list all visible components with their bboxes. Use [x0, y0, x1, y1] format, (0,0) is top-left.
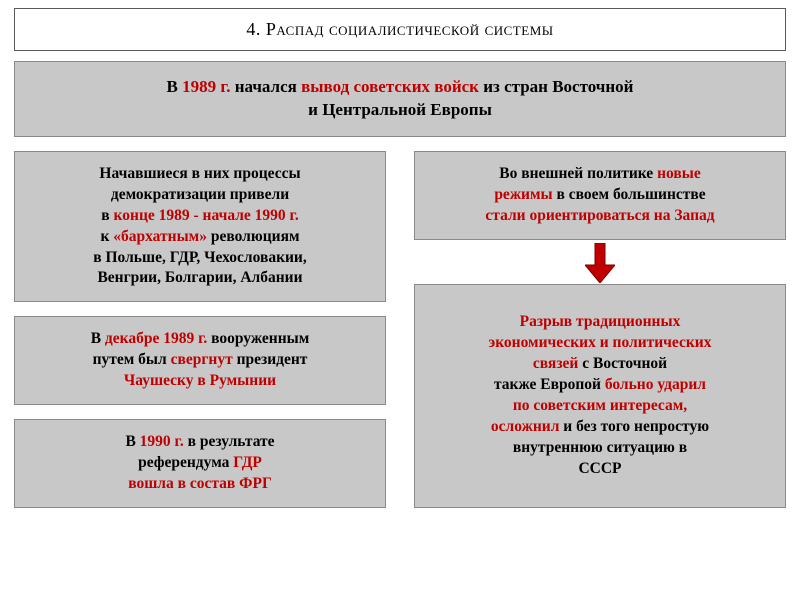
t: из стран Восточной	[479, 77, 633, 96]
t: и без того непростую	[559, 418, 709, 435]
l: В декабре 1989 г. вооруженным	[29, 329, 371, 350]
t-red: свергнут	[171, 351, 233, 368]
intro-box: В 1989 г. начался вывод советских войск …	[14, 61, 786, 137]
t-red: осложнил	[491, 418, 560, 435]
left-box-3: В 1990 г. в результате референдума ГДР в…	[14, 419, 386, 508]
t-red: вошла в состав ФРГ	[128, 475, 272, 492]
t: В	[91, 330, 105, 347]
l: внутреннюю ситуацию в	[489, 438, 712, 459]
t: в	[101, 207, 113, 224]
l: референдума ГДР	[29, 453, 371, 474]
l: экономических и политических	[489, 333, 712, 354]
t: Во внешней политике	[499, 165, 657, 182]
t-red: по советским интересам,	[513, 397, 687, 414]
t: В	[167, 77, 183, 96]
t: начался	[230, 77, 301, 96]
l: связей с Восточной	[489, 354, 712, 375]
t: революциям	[207, 228, 300, 245]
l: СССР	[489, 459, 712, 480]
t: в результате	[184, 433, 275, 450]
t-red: 1989 г.	[182, 77, 230, 96]
section-title: 4. Распад социалистической системы	[14, 8, 786, 51]
l: в Польше, ГДР, Чехословакии,	[29, 248, 371, 269]
t: к	[100, 228, 113, 245]
title-word: Распад	[266, 19, 329, 39]
t: путем был	[93, 351, 171, 368]
t: также Европой	[494, 376, 605, 393]
l: демократизации привели	[29, 185, 371, 206]
title-rest: социалистической системы	[329, 19, 554, 39]
t-red: больно ударил	[605, 376, 706, 393]
arrow-down-icon	[585, 243, 615, 283]
t-red: экономических и политических	[489, 334, 712, 351]
t-red: режимы	[494, 186, 552, 203]
column-left: Начавшиеся в них процессы демократизации…	[14, 151, 386, 508]
l: Венгрии, Болгарии, Албании	[29, 268, 371, 289]
intro-line-2: и Центральной Европы	[35, 99, 765, 122]
t-red: Разрыв традиционных	[520, 313, 681, 330]
t-red: 1990 г.	[140, 433, 184, 450]
l: стали ориентироваться на Запад	[429, 206, 771, 227]
arrow-down	[414, 243, 786, 283]
left-box-1: Начавшиеся в них процессы демократизации…	[14, 151, 386, 303]
t-red: связей	[533, 355, 578, 372]
l: Чаушеску в Румынии	[29, 371, 371, 392]
t-red: новые	[657, 165, 701, 182]
l: Начавшиеся в них процессы	[29, 164, 371, 185]
t-red: Чаушеску в Румынии	[124, 372, 276, 389]
t: референдума	[138, 454, 233, 471]
l: режимы в своем большинстве	[429, 185, 771, 206]
l: в конце 1989 - начале 1990 г.	[29, 206, 371, 227]
l: осложнил и без того непростую	[489, 417, 712, 438]
t: президент	[233, 351, 308, 368]
t: с Восточной	[578, 355, 667, 372]
t: В	[125, 433, 139, 450]
columns: Начавшиеся в них процессы демократизации…	[14, 151, 786, 508]
l: также Европой больно ударил	[489, 375, 712, 396]
t-red: декабре 1989 г.	[105, 330, 207, 347]
t-red: «бархатным»	[113, 228, 207, 245]
column-right: Во внешней политике новые режимы в своем…	[414, 151, 786, 508]
l: к «бархатным» революциям	[29, 227, 371, 248]
l: Разрыв традиционных	[489, 312, 712, 333]
t: вооруженным	[207, 330, 309, 347]
t-red: стали ориентироваться на Запад	[485, 207, 714, 224]
l: вошла в состав ФРГ	[29, 474, 371, 495]
intro-line-1: В 1989 г. начался вывод советских войск …	[35, 76, 765, 99]
l: Во внешней политике новые	[429, 164, 771, 185]
t-red: вывод советских войск	[301, 77, 479, 96]
right-box-2: Разрыв традиционных экономических и поли…	[414, 284, 786, 508]
l: В 1990 г. в результате	[29, 432, 371, 453]
t-red: ГДР	[233, 454, 262, 471]
l: путем был свергнут президент	[29, 350, 371, 371]
t-red: конце 1989 - начале 1990 г.	[114, 207, 299, 224]
right-box-1: Во внешней политике новые режимы в своем…	[414, 151, 786, 240]
t: в своем большинстве	[553, 186, 706, 203]
left-box-2: В декабре 1989 г. вооруженным путем был …	[14, 316, 386, 405]
l: по советским интересам,	[489, 396, 712, 417]
title-number: 4.	[246, 19, 266, 39]
